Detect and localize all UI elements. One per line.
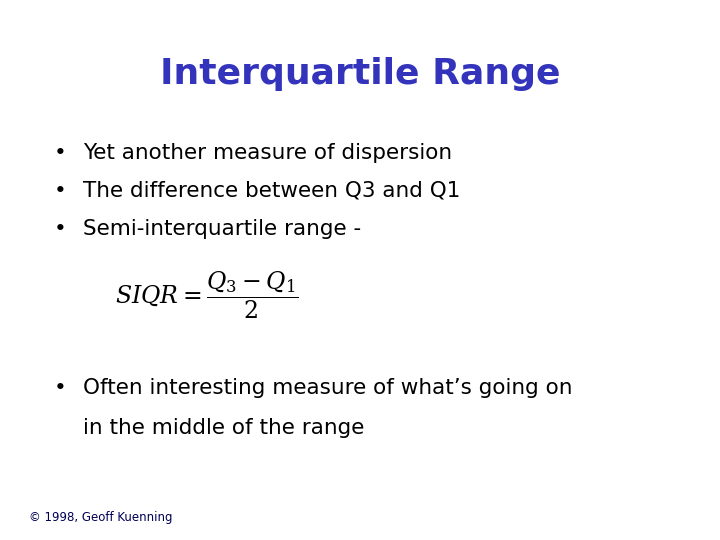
Text: •: • [54,181,67,201]
Text: Often interesting measure of what’s going on: Often interesting measure of what’s goin… [83,378,572,398]
Text: •: • [54,378,67,398]
Text: Interquartile Range: Interquartile Range [160,57,560,91]
Text: •: • [54,143,67,163]
Text: © 1998, Geoff Kuenning: © 1998, Geoff Kuenning [29,511,172,524]
Text: in the middle of the range: in the middle of the range [83,418,364,438]
Text: The difference between Q3 and Q1: The difference between Q3 and Q1 [83,181,460,201]
Text: $\mathit{SIQR} = \dfrac{Q_3 - Q_1}{2}$: $\mathit{SIQR} = \dfrac{Q_3 - Q_1}{2}$ [115,270,299,321]
Text: •: • [54,219,67,239]
Text: Semi-interquartile range -: Semi-interquartile range - [83,219,361,239]
Text: Yet another measure of dispersion: Yet another measure of dispersion [83,143,452,163]
